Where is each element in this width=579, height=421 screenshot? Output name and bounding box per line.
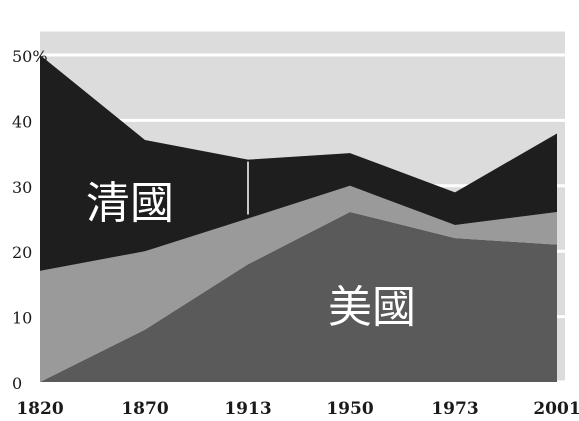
x-tick-label: 1913 — [224, 399, 271, 419]
y-tick-label: 30 — [12, 178, 32, 197]
area-band-top — [40, 55, 557, 271]
x-tick-label: 2001 — [533, 399, 579, 419]
y-tick-label: 40 — [12, 112, 32, 131]
series-label: 美國 — [328, 282, 416, 333]
series-label: 清國 — [86, 178, 174, 229]
x-tick-label: 1820 — [16, 399, 63, 419]
area-band-middle — [40, 185, 557, 382]
area-band-bottom — [40, 211, 557, 382]
x-tick-label: 1973 — [431, 399, 478, 419]
y-tick-label: 50% — [12, 47, 48, 66]
y-tick-label: 10 — [12, 309, 32, 328]
y-tick-label: 0 — [12, 374, 22, 393]
x-tick-label: 1950 — [326, 399, 373, 419]
y-tick-label: 20 — [12, 243, 32, 262]
x-tick-label: 1870 — [121, 399, 168, 419]
